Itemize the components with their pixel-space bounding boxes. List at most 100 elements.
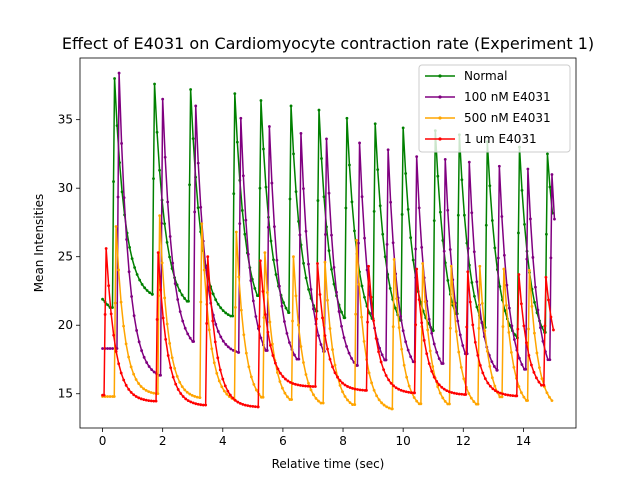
- series-3-point-194: [549, 315, 553, 319]
- series-3-point-23: [154, 399, 158, 403]
- series-1-point-83: [288, 341, 291, 344]
- series-3-point-18: [142, 398, 146, 401]
- series-1-point-4: [111, 347, 114, 350]
- series-1-point-125: [380, 353, 384, 357]
- series-1-point-168: [472, 250, 476, 254]
- series-2-point-198: [538, 366, 541, 370]
- series-0-point-109: [343, 316, 347, 320]
- series-2-point-72: [261, 395, 265, 399]
- series-0-point-18: [143, 286, 147, 290]
- series-0-point-164: [460, 178, 464, 182]
- series-1-point-198: [539, 326, 542, 330]
- series-0-point-57: [231, 314, 235, 318]
- series-1-point-44: [199, 205, 203, 209]
- series-2-point-65: [244, 351, 248, 355]
- series-3-point-13: [129, 391, 133, 394]
- series-3-point-86: [301, 384, 305, 388]
- series-0-point-140: [409, 236, 413, 240]
- series-2-point-94: [309, 388, 313, 392]
- series-1-point-202: [548, 358, 552, 362]
- series-2-point-105: [333, 363, 337, 367]
- series-2-point-136: [402, 363, 406, 367]
- series-0-point-13: [130, 257, 134, 261]
- series-2-point-190: [522, 395, 526, 399]
- series-0-point-132: [393, 306, 397, 310]
- series-1-point-196: [534, 285, 537, 289]
- series-3-point-98: [328, 357, 332, 361]
- series-0-point-72: [262, 147, 265, 151]
- series-0-point-53: [221, 309, 225, 313]
- series-0-point-2: [106, 303, 109, 307]
- series-1-point-68: [254, 315, 258, 318]
- series-2-point-148: [428, 349, 432, 353]
- series-3-point-131: [407, 390, 411, 394]
- series-2-point-97: [317, 399, 320, 403]
- series-2-point-62: [237, 275, 241, 279]
- series-2-point-39: [190, 393, 194, 397]
- series-3-point-62: [246, 404, 250, 408]
- series-0-point-177: [488, 184, 492, 188]
- legend: Normal 100 nM E4031 500 nM E4031 1 um E4031: [418, 64, 571, 153]
- series-1-point-85: [293, 353, 296, 357]
- series-3-point-175: [508, 393, 512, 397]
- series-3-point-171: [498, 391, 502, 395]
- series-3-point-135: [414, 323, 418, 327]
- series-3-point-71: [263, 313, 267, 316]
- series-0-point-125: [376, 168, 380, 172]
- series-2-point-95: [312, 393, 315, 397]
- series-2-point-120: [367, 371, 371, 375]
- series-0-point-92: [307, 287, 310, 291]
- series-1-point-10: [122, 196, 126, 200]
- series-2-point-75: [265, 291, 269, 294]
- series-3-point-39: [191, 401, 195, 405]
- series-1-point-205: [553, 217, 556, 221]
- series-2-point-22: [152, 391, 156, 395]
- series-0-point-114: [353, 229, 356, 233]
- series-2-point-151: [436, 385, 440, 389]
- series-3-point-55: [228, 393, 232, 397]
- series-1-point-117: [360, 195, 364, 199]
- series-1-point-92: [307, 262, 310, 266]
- series-2-point-21: [149, 391, 153, 394]
- series-0-point-50: [214, 298, 218, 302]
- series-3-point-126: [394, 386, 398, 390]
- series-2-point-74: [263, 251, 267, 254]
- series-2-point-128: [387, 406, 391, 410]
- series-3-point-140: [425, 352, 429, 356]
- series-1-point-149: [432, 342, 436, 346]
- series-1-point-31: [171, 261, 175, 265]
- series-3-point-30: [169, 366, 173, 370]
- series-3-point-157: [465, 325, 469, 329]
- series-3-point-117: [372, 319, 375, 323]
- series-3-point-144: [435, 380, 439, 383]
- series-3-point-129: [402, 389, 406, 393]
- series-1-point-154: [442, 249, 446, 253]
- series-3-point-185: [530, 363, 533, 367]
- series-2-point-44: [199, 300, 203, 304]
- series-2-point-147: [426, 328, 430, 332]
- series-3: [101, 247, 555, 409]
- series-1-point-76: [270, 181, 274, 185]
- series-2-point-169: [476, 402, 480, 406]
- series-3-point-97: [326, 347, 329, 351]
- chart-title: Effect of E4031 on Cardiomyocyte contrac…: [62, 34, 594, 53]
- series-2-point-123: [375, 394, 378, 398]
- series-1-point-181: [500, 215, 504, 218]
- series-2-point-116: [357, 282, 361, 286]
- series-3-point-91: [313, 385, 317, 388]
- x-tick-label-2: 4: [219, 434, 227, 448]
- series-0-point-56: [229, 314, 233, 318]
- series-3-point-68: [257, 325, 261, 328]
- series-0-point-5: [112, 180, 115, 183]
- series-1-point-37: [186, 332, 190, 336]
- series-1-point-193: [526, 167, 530, 171]
- series-1-point-56: [229, 347, 233, 351]
- series-3-point-174: [506, 393, 510, 397]
- series-2-point-32: [173, 367, 177, 370]
- series-2-point-183: [504, 303, 508, 307]
- series-3-point-181: [519, 302, 523, 306]
- series-1-point-153: [441, 362, 445, 365]
- series-3-point-54: [226, 389, 230, 393]
- series-0-point-9: [120, 190, 124, 194]
- series-line-1: [102, 72, 556, 377]
